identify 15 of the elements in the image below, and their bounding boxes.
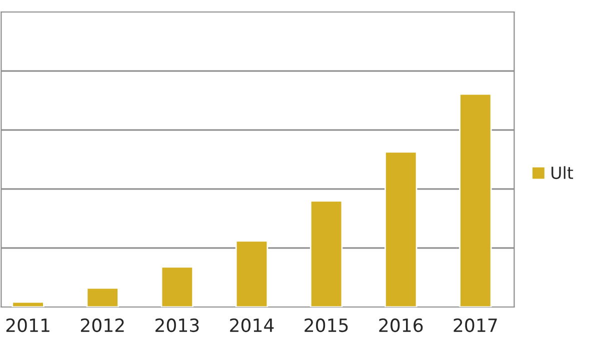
x-tick-label: 2015 (304, 318, 348, 332)
bar (12, 301, 44, 307)
x-tick-label: 2014 (230, 318, 274, 332)
bar (384, 151, 418, 307)
legend-label: Ult (552, 166, 574, 180)
x-tick-label: 2016 (379, 318, 423, 332)
x-tick-label: 2012 (80, 318, 124, 332)
x-tick-label: 2017 (454, 318, 497, 332)
x-tick-label: 2011 (6, 318, 50, 332)
x-tick-label: 2013 (156, 318, 199, 332)
bar (235, 240, 268, 307)
bar (160, 266, 194, 307)
bar (310, 200, 343, 307)
bar (86, 287, 119, 307)
bar (459, 93, 492, 307)
